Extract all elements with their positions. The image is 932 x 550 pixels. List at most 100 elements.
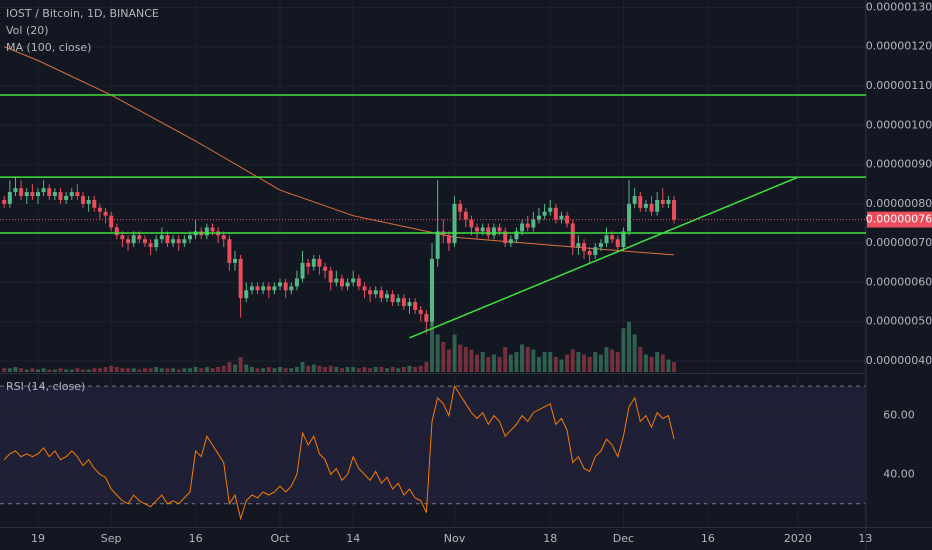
candle-body [384,294,389,299]
candle-body [503,231,508,244]
volume-bar [649,357,654,372]
volume-bar [306,365,311,372]
volume-bar [137,369,142,372]
candle-body [553,207,558,220]
volume-bar [255,368,260,372]
volume-bar [2,368,7,372]
candle-body [227,239,232,263]
candle-body [413,302,418,310]
candle-body [69,192,74,197]
volume-bar [486,357,491,372]
candle-body [126,239,131,244]
candle-body [176,239,181,244]
volume-bar [210,368,215,372]
candle-body [2,199,7,204]
volume-bar [362,367,367,372]
candle-body [165,235,170,244]
volume-bar [553,357,558,372]
candle-body [598,243,603,248]
volume-bar [92,368,97,372]
volume-bar [615,352,620,372]
candle-body [328,270,333,283]
volume-label: Vol (20) [6,24,49,37]
volume-bar [272,368,277,372]
candle-body [379,290,384,299]
volume-bar [300,362,305,372]
rsi-band-fill [0,386,866,504]
candle-body [114,227,119,236]
volume-bar [311,364,316,372]
candle-body [368,290,373,295]
candle-body [486,227,491,236]
candle-body [390,294,395,303]
candle-body [643,203,648,208]
candle-body [75,192,80,197]
volume-bar [193,367,198,372]
candle-body [480,227,485,232]
y-tick-label: 0.00000100 [866,118,932,131]
candle-body [109,215,114,228]
candle-body [272,286,277,291]
volume-bar [221,365,226,372]
volume-bar [643,354,648,372]
volume-bar [69,369,74,372]
volume-bar [441,342,446,372]
volume-bar [458,344,463,372]
candle-body [452,203,457,244]
volume-bar [24,369,29,372]
volume-bar [446,349,451,372]
ma-line [4,46,675,256]
volume-bar [278,367,283,372]
candle-body [520,223,525,232]
candle-body [131,235,136,244]
volume-bar [632,334,637,372]
candle-body [632,196,637,204]
candle-body [458,203,463,212]
candle-body [52,192,57,197]
candle-body [570,223,575,248]
candle-body [621,231,626,248]
chart-title: IOST / Bitcoin, 1D, BINANCE [6,7,159,20]
candle-body [593,247,598,255]
candle-body [525,223,530,228]
candle-body [469,219,474,228]
volume-bar [503,347,508,372]
volume-bar [165,368,170,372]
volume-bar [351,367,356,372]
x-tick-label: Dec [613,532,634,545]
volume-bar [598,354,603,372]
candle-body [475,227,480,232]
y-tick-label: 0.00000040 [866,354,932,367]
volume-bar [373,367,378,372]
volume-bar [283,368,288,372]
candle-body [396,298,401,303]
volume-bar [249,367,254,372]
volume-bar [126,368,131,372]
candle-body [182,239,187,244]
volume-bar [19,368,24,372]
volume-bar [548,352,553,372]
volume-bar [587,357,592,372]
volume-bar [323,367,328,372]
volume-bar [148,368,153,372]
volume-bar [520,344,525,372]
candle-body [171,239,176,244]
chart-layers [0,0,866,527]
volume-bar [58,368,63,372]
volume-bar [216,367,221,372]
candle-body [536,215,541,220]
x-tick-label: 14 [346,532,360,545]
candle-body [446,235,451,244]
volume-bar [97,368,102,372]
candle-body [672,199,677,220]
volume-bar [171,368,176,372]
x-tick-label: 13 [858,532,872,545]
volume-bar [413,367,418,372]
candle-body [463,211,468,220]
x-tick-label: Sep [101,532,122,545]
volume-bar [114,367,119,372]
candle-body [187,235,192,240]
y-tick-label: 0.00000110 [866,79,932,92]
candle-body [362,286,367,291]
